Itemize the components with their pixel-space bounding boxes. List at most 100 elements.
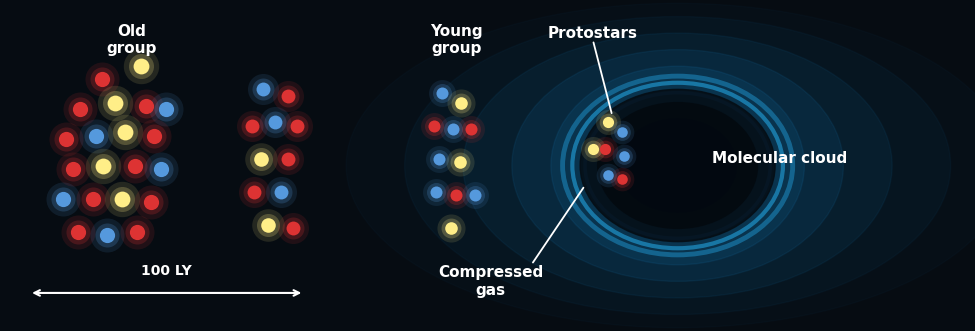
Point bbox=[431, 156, 447, 162]
Point bbox=[99, 232, 115, 238]
Point bbox=[614, 176, 630, 181]
Point bbox=[453, 100, 469, 105]
Point bbox=[616, 153, 632, 158]
Point bbox=[96, 163, 111, 168]
Point bbox=[99, 232, 115, 238]
Point bbox=[614, 130, 630, 135]
Point bbox=[428, 189, 444, 195]
Point bbox=[280, 93, 295, 99]
Point bbox=[254, 156, 269, 162]
Point bbox=[453, 100, 469, 105]
Point bbox=[280, 156, 295, 162]
Point bbox=[88, 133, 103, 138]
Point bbox=[614, 176, 630, 181]
Point bbox=[444, 226, 459, 231]
Point bbox=[467, 193, 483, 198]
Text: Molecular cloud: Molecular cloud bbox=[713, 151, 847, 166]
Point bbox=[444, 226, 459, 231]
Point bbox=[448, 193, 464, 198]
Point bbox=[434, 90, 449, 95]
Point bbox=[158, 107, 174, 112]
Point bbox=[107, 100, 123, 105]
Ellipse shape bbox=[551, 66, 804, 265]
Point bbox=[246, 189, 261, 195]
Point bbox=[254, 156, 269, 162]
Point bbox=[95, 77, 110, 82]
Point bbox=[58, 136, 74, 142]
Point bbox=[70, 229, 86, 234]
Point bbox=[117, 130, 133, 135]
Point bbox=[114, 196, 130, 201]
Point bbox=[280, 93, 295, 99]
Point bbox=[448, 193, 464, 198]
Point bbox=[431, 156, 447, 162]
Point bbox=[280, 156, 295, 162]
Point bbox=[426, 123, 442, 128]
Point bbox=[88, 133, 103, 138]
Point bbox=[96, 163, 111, 168]
Point bbox=[129, 229, 144, 234]
Point bbox=[426, 123, 442, 128]
Point bbox=[244, 123, 259, 128]
Point bbox=[246, 189, 261, 195]
Point bbox=[428, 189, 444, 195]
Point bbox=[85, 196, 100, 201]
Point bbox=[127, 163, 142, 168]
Point bbox=[85, 196, 100, 201]
Point bbox=[434, 90, 449, 95]
Point bbox=[72, 107, 88, 112]
Point bbox=[88, 133, 103, 138]
Point bbox=[597, 146, 612, 152]
Point bbox=[585, 146, 601, 152]
Point bbox=[56, 196, 71, 201]
Point bbox=[65, 166, 81, 171]
Ellipse shape bbox=[346, 3, 975, 328]
Point bbox=[56, 196, 71, 201]
Point bbox=[614, 130, 630, 135]
Point bbox=[153, 166, 169, 171]
Point bbox=[285, 226, 300, 231]
Point bbox=[134, 64, 149, 69]
Point bbox=[138, 103, 154, 109]
Point bbox=[601, 120, 616, 125]
Ellipse shape bbox=[405, 17, 951, 314]
Point bbox=[267, 120, 283, 125]
Point bbox=[614, 176, 630, 181]
Point bbox=[95, 77, 110, 82]
Point bbox=[452, 160, 468, 165]
Point bbox=[138, 103, 154, 109]
Text: Old
group: Old group bbox=[106, 24, 157, 56]
Point bbox=[597, 146, 612, 152]
Ellipse shape bbox=[619, 119, 736, 212]
Point bbox=[463, 126, 479, 132]
Point bbox=[267, 120, 283, 125]
Point bbox=[463, 126, 479, 132]
Point bbox=[134, 64, 149, 69]
Ellipse shape bbox=[580, 89, 775, 242]
Point bbox=[290, 123, 305, 128]
Point bbox=[146, 133, 162, 138]
Text: Protostars: Protostars bbox=[548, 25, 638, 41]
Point bbox=[463, 126, 479, 132]
Point bbox=[255, 87, 271, 92]
Point bbox=[70, 229, 86, 234]
Point bbox=[452, 160, 468, 165]
Point bbox=[290, 123, 305, 128]
Text: 100 LY: 100 LY bbox=[141, 264, 192, 278]
Point bbox=[56, 196, 71, 201]
Point bbox=[280, 93, 295, 99]
Point bbox=[601, 120, 616, 125]
Point bbox=[448, 193, 464, 198]
Point bbox=[255, 87, 271, 92]
Point bbox=[453, 100, 469, 105]
Text: Young
group: Young group bbox=[430, 24, 483, 56]
Point bbox=[444, 226, 459, 231]
Point bbox=[280, 156, 295, 162]
Point bbox=[138, 103, 154, 109]
Point bbox=[244, 123, 259, 128]
Point bbox=[65, 166, 81, 171]
Point bbox=[585, 146, 601, 152]
Point bbox=[72, 107, 88, 112]
Point bbox=[431, 156, 447, 162]
Point bbox=[107, 100, 123, 105]
